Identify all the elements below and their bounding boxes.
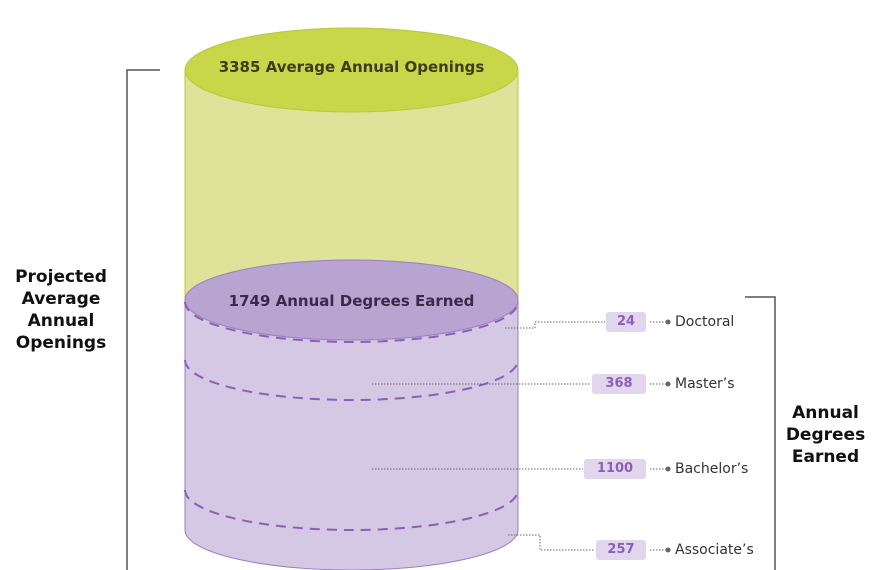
degrees-top <box>184 259 519 341</box>
degree-label: Bachelor’s <box>675 461 749 477</box>
right-label: Annual Degrees Earned <box>785 403 866 467</box>
openings-label: 3385 Average Annual Openings <box>218 58 485 76</box>
connector-dots <box>665 319 671 553</box>
openings-top <box>184 27 519 113</box>
degree-value: 257 <box>596 540 646 560</box>
degrees-label: 1749 Annual Degrees Earned <box>228 292 475 310</box>
degree-value: 368 <box>592 374 646 394</box>
connectors <box>372 321 668 551</box>
left-bracket <box>126 69 160 570</box>
degree-label: Doctoral <box>675 314 735 330</box>
segment-dividers <box>184 301 519 531</box>
right-bracket <box>745 296 776 570</box>
left-label: Projected Average Annual Openings <box>15 267 107 353</box>
degree-value: 24 <box>606 312 646 332</box>
degree-value: 1100 <box>584 459 646 479</box>
degree-label: Associate’s <box>675 542 754 558</box>
degree-label: Master’s <box>675 376 735 392</box>
